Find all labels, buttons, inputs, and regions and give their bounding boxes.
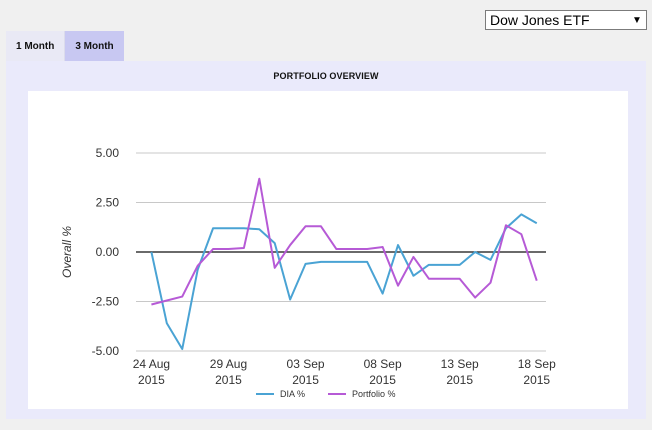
range-tabs: 1 Month 3 Month [6, 31, 124, 61]
x-tick-year-label: 2015 [138, 373, 165, 387]
tab-3-month[interactable]: 3 Month [65, 31, 124, 61]
x-tick-label: 24 Aug [133, 357, 170, 371]
series-dia-line [150, 213, 538, 351]
x-tick-label: 18 Sep [518, 357, 556, 371]
tab-1-month[interactable]: 1 Month [6, 31, 66, 61]
x-tick-year-label: 2015 [446, 373, 473, 387]
x-tick-label: 03 Sep [287, 357, 325, 371]
tab-label: 1 Month [16, 40, 55, 52]
fund-selector[interactable]: Dow Jones ETF ▼ [485, 10, 647, 30]
x-tick-label: 13 Sep [441, 357, 479, 371]
chevron-down-icon: ▼ [632, 14, 642, 26]
x-tick-year-label: 2015 [215, 373, 242, 387]
y-tick-label: 2.50 [96, 196, 120, 210]
x-tick-year-label: 2015 [523, 373, 550, 387]
panel-title: PORTFOLIO OVERVIEW [273, 71, 379, 81]
series-portfolio-line [151, 177, 538, 306]
x-tick-year-label: 2015 [292, 373, 319, 387]
legend-label: DIA % [280, 389, 305, 399]
legend-label: Portfolio % [352, 389, 396, 399]
x-tick-label: 29 Aug [210, 357, 247, 371]
fund-selector-value: Dow Jones ETF [490, 12, 590, 28]
y-tick-label: 5.00 [96, 146, 120, 160]
chart-area: 5.00 2.50 0.00 -2.50 -5.00 Overall % 24 Aug 201… [28, 91, 628, 409]
x-tick-year-label: 2015 [369, 373, 396, 387]
portfolio-chart: 5.00 2.50 0.00 -2.50 -5.00 Overall % 24 Aug 201… [60, 146, 556, 399]
x-tick-label: 08 Sep [364, 357, 402, 371]
y-axis-title: Overall % [60, 226, 74, 278]
y-tick-label: -2.50 [92, 295, 120, 309]
portfolio-panel: PORTFOLIO OVERVIEW 5.00 2.50 0.00 -2.50 -5.0… [6, 61, 646, 419]
y-tick-label: 0.00 [96, 245, 120, 259]
tab-label: 3 Month [75, 40, 114, 52]
y-tick-label: -5.00 [92, 344, 120, 358]
